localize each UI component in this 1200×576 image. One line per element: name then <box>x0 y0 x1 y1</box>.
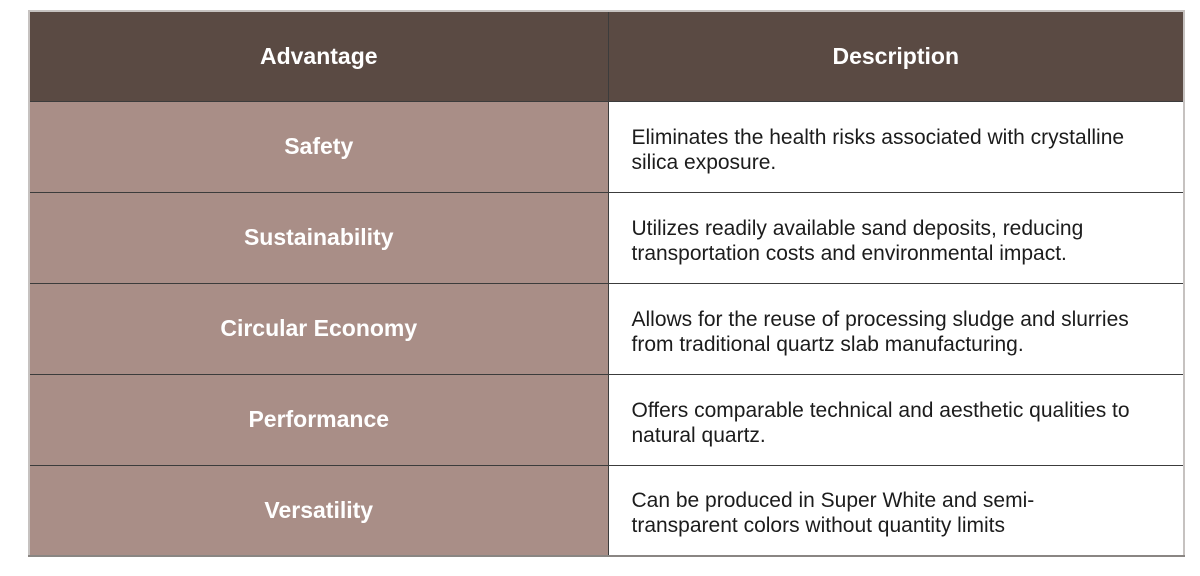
advantages-table: Advantage Description Safety Eliminates … <box>28 10 1185 557</box>
description-text: Eliminates the health risks associated w… <box>631 125 1125 174</box>
description-text: Offers comparable technical and aestheti… <box>631 398 1130 447</box>
description-cell-safety: Eliminates the health risks associated w… <box>607 100 1185 193</box>
advantage-cell-sustainability: Sustainability <box>28 191 609 284</box>
description-cell-sustainability: Utilizes readily available sand deposits… <box>607 191 1185 284</box>
description-cell-circular-economy: Allows for the reuse of processing sludg… <box>607 282 1185 375</box>
advantage-cell-performance: Performance <box>28 373 609 466</box>
description-cell-versatility: Can be produced in Super White and semi-… <box>607 464 1185 557</box>
advantage-cell-circular-economy: Circular Economy <box>28 282 609 375</box>
header-row: Advantage Description <box>28 10 1185 102</box>
table-row: Circular Economy Allows for the reuse of… <box>28 282 1185 375</box>
table-row: Versatility Can be produced in Super Whi… <box>28 464 1185 557</box>
description-text: Allows for the reuse of processing sludg… <box>631 307 1129 356</box>
column-header-advantage: Advantage <box>28 10 609 102</box>
table-row: Performance Offers comparable technical … <box>28 373 1185 466</box>
description-text: Can be produced in Super White and semi-… <box>631 489 1035 538</box>
advantage-cell-safety: Safety <box>28 100 609 193</box>
table-row: Safety Eliminates the health risks assoc… <box>28 100 1185 193</box>
description-cell-performance: Offers comparable technical and aestheti… <box>607 373 1185 466</box>
column-header-description: Description <box>607 10 1185 102</box>
description-text: Utilizes readily available sand deposits… <box>631 216 1084 265</box>
table-row: Sustainability Utilizes readily availabl… <box>28 191 1185 284</box>
advantage-cell-versatility: Versatility <box>28 464 609 557</box>
